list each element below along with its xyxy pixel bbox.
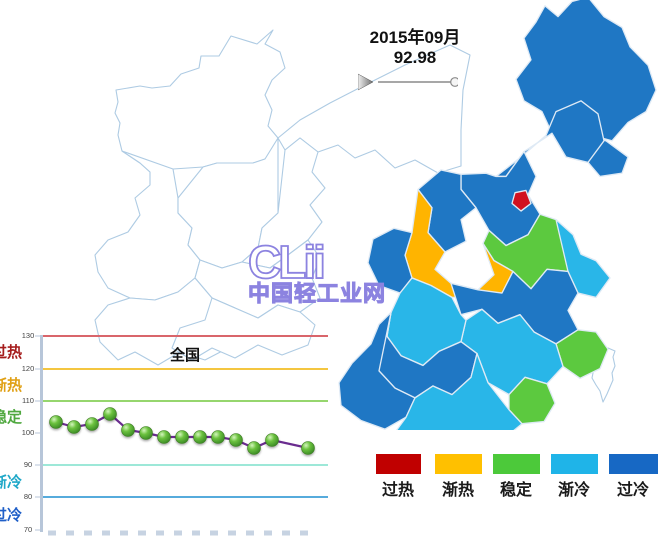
svg-text:稳定: 稳定 xyxy=(500,480,532,499)
svg-text:过热: 过热 xyxy=(382,480,414,499)
svg-text:70: 70 xyxy=(24,525,32,534)
svg-text:90: 90 xyxy=(24,460,32,469)
svg-text:稳定: 稳定 xyxy=(0,408,22,426)
svg-text:110: 110 xyxy=(22,396,34,405)
svg-text:130: 130 xyxy=(22,331,35,340)
svg-text:过热: 过热 xyxy=(0,343,22,361)
svg-text:渐冷: 渐冷 xyxy=(0,473,22,491)
svg-text:100: 100 xyxy=(22,428,35,437)
svg-text:全国: 全国 xyxy=(169,346,200,364)
svg-text:渐热: 渐热 xyxy=(442,480,474,499)
svg-text:渐冷: 渐冷 xyxy=(558,480,590,499)
svg-text:80: 80 xyxy=(24,492,32,501)
svg-text:120: 120 xyxy=(22,364,35,373)
svg-text:渐热: 渐热 xyxy=(0,376,22,394)
svg-text:过冷: 过冷 xyxy=(0,506,22,524)
svg-text:过冷: 过冷 xyxy=(617,480,649,499)
